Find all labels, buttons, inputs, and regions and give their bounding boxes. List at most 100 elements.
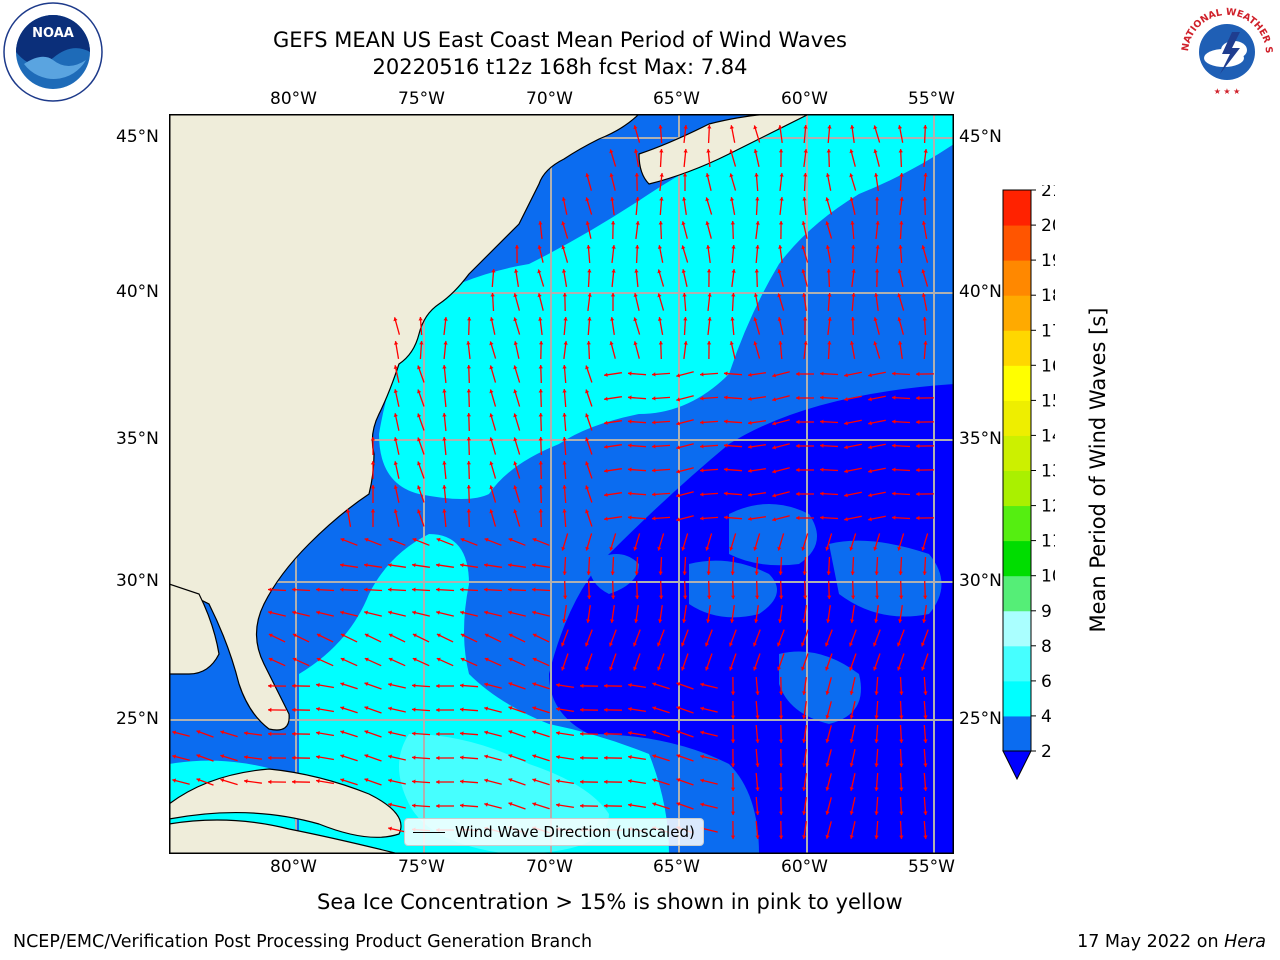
wind-wave-arrow-head [316, 755, 320, 760]
wind-wave-arrow-head [724, 371, 728, 376]
map-frame [169, 114, 954, 854]
wind-wave-arrow-head [921, 546, 926, 551]
wind-wave-arrow-head [412, 633, 417, 638]
wind-wave-arrow-head [754, 269, 759, 273]
wind-wave-arrow-head [923, 835, 928, 839]
wind-wave-arrow-head [562, 413, 567, 417]
wind-wave-arrow-head [707, 595, 712, 599]
colorbar-band [1003, 260, 1031, 296]
wind-wave-arrow-head [825, 762, 830, 767]
lat-label-left: 35°N [116, 429, 159, 449]
period-region-light-patch [779, 651, 861, 724]
wind-wave-arrow-head [436, 755, 440, 761]
colorbar-tick-label: 14 [1041, 426, 1055, 446]
wind-wave-arrow-head [562, 461, 567, 465]
wind-wave-arrow-head [748, 492, 752, 497]
wind-wave-arrow-head [268, 633, 273, 638]
legend-label: Wind Wave Direction (unscaled) [455, 823, 695, 841]
wind-wave-arrow-head [753, 642, 757, 647]
wind-wave-arrow-head [868, 397, 872, 402]
wind-wave-arrow-head [849, 642, 853, 647]
wind-wave-arrow-head [628, 443, 632, 448]
wind-wave-arrow-head [681, 245, 686, 250]
wind-wave-arrow-head [562, 509, 567, 513]
wind-wave-arrow-head [561, 221, 566, 226]
wind-wave-arrow-head [899, 811, 904, 815]
wind-wave-arrow-head [609, 149, 614, 154]
wind-wave-arrow-head [484, 657, 489, 662]
wind-wave-arrow-head [772, 469, 777, 474]
period-colorbar: 2 4 6 8 9 10 11 12 13 14 15 16 17 18 19 20 21 [1002, 185, 1055, 781]
wind-wave-arrow-head [484, 778, 489, 783]
wind-wave-arrow-head [514, 245, 520, 249]
colorbar-band [1003, 645, 1031, 682]
lon-label-top: 60°W [781, 89, 828, 109]
wind-wave-arrow-head [844, 469, 848, 474]
wind-wave-arrow-head [604, 516, 608, 521]
lon-label-bottom: 75°W [398, 857, 445, 877]
wind-wave-arrow-head [801, 269, 806, 274]
wind-wave-arrow-head [850, 221, 855, 225]
wind-wave-arrow-head [580, 707, 584, 712]
wind-wave-arrow-head [899, 835, 904, 839]
wind-wave-arrow-head [220, 730, 225, 735]
wind-wave-arrow-head [873, 546, 878, 551]
wind-wave-arrow-head [436, 803, 440, 809]
wind-wave-arrow-head [873, 317, 878, 322]
wind-wave-arrow-head [772, 517, 777, 522]
wind-wave-arrow-head [561, 546, 566, 551]
wind-wave-arrow-head [585, 437, 590, 442]
wind-wave-arrow-head [466, 413, 471, 417]
wind-wave-arrow-head [611, 245, 616, 249]
wind-wave-arrow-head [340, 778, 345, 783]
wind-wave-arrow-head [820, 371, 824, 376]
wind-wave-arrow-head [652, 706, 657, 711]
wind-wave-arrow-head [802, 811, 807, 815]
wind-wave-arrow-head [292, 587, 296, 592]
wind-wave-arrow-head [652, 730, 657, 735]
legend-line-swatch [413, 831, 445, 833]
wind-wave-arrow-head [731, 293, 736, 297]
wind-wave-arrow-head [460, 587, 464, 592]
wind-wave-arrow-head [513, 461, 518, 466]
wind-wave-arrow-head [388, 563, 392, 568]
colorbar-tick-label: 9 [1041, 602, 1052, 622]
wind-wave-arrow-head [777, 642, 781, 647]
wind-wave-arrow-head [513, 413, 518, 418]
wind-wave-arrow-head [345, 509, 351, 513]
wind-wave-arrow-head [706, 341, 712, 345]
wind-wave-arrow-head [484, 706, 489, 711]
wind-wave-arrow-head [513, 341, 518, 345]
wind-wave-arrow-head [196, 754, 201, 759]
wind-wave-arrow-head [730, 571, 735, 575]
colorbar-band [1003, 575, 1031, 612]
wind-wave-arrow-head [388, 754, 392, 759]
wind-wave-arrow-head [802, 763, 807, 767]
wind-wave-arrow-head [897, 642, 901, 647]
wind-wave-arrow-head [585, 642, 589, 647]
wind-wave-arrow-head [826, 269, 831, 273]
wind-wave-arrow-head [849, 546, 854, 551]
wind-wave-arrow-head [393, 389, 398, 393]
wind-wave-arrow-head [610, 197, 615, 201]
wind-wave-arrow-head [412, 755, 416, 760]
wind-wave-arrow-head [676, 682, 681, 687]
wind-wave-arrow-head [393, 365, 398, 369]
wind-wave-arrow-head [508, 587, 512, 592]
lat-label-right: 45°N [959, 127, 1002, 147]
wind-wave-arrow-head [755, 811, 760, 815]
wind-wave-arrow-head [820, 491, 824, 496]
wind-wave-arrow-head [586, 245, 591, 249]
wind-wave-arrow-head [532, 706, 537, 711]
wind-wave-arrow-head [681, 546, 686, 551]
colorbar-band [1003, 505, 1031, 542]
wind-wave-arrow-head [561, 666, 566, 671]
wind-wave-arrow-head [388, 657, 393, 662]
noaa-logo: NOAA [3, 2, 103, 102]
noaa-logo-text: NOAA [32, 26, 74, 41]
wind-wave-arrow-head [898, 149, 903, 153]
wind-wave-arrow-head [676, 706, 681, 711]
wind-wave-arrow-head [388, 802, 392, 807]
wind-wave-arrow-head [802, 197, 807, 201]
wind-wave-arrow-head [628, 683, 632, 688]
